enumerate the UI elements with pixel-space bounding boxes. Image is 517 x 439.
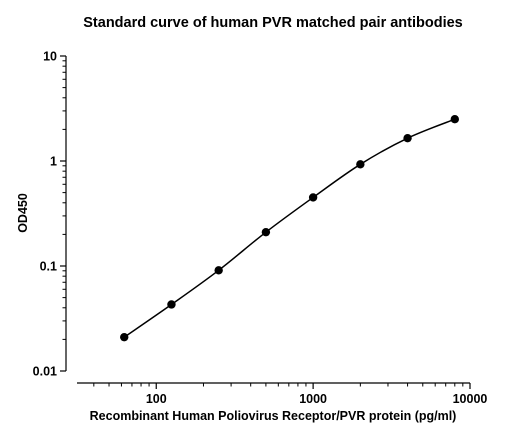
x-axis-label: Recombinant Human Poliovirus Receptor/PV… — [90, 409, 457, 423]
data-point — [214, 266, 223, 275]
data-point — [403, 133, 412, 143]
y-axis-label: OD450 — [16, 193, 30, 233]
y-tick-label: 10 — [43, 50, 57, 64]
data-point — [120, 332, 129, 342]
data-point — [167, 300, 176, 309]
chart-title: Standard curve of human PVR matched pair… — [83, 15, 463, 31]
plot-area: 0.01 0.1 1 10 100 1000 10000 — [33, 50, 488, 407]
x-tick-label: 10000 — [453, 392, 488, 406]
y-tick-label: 0.01 — [33, 365, 57, 379]
y-tick-label: 1 — [50, 155, 57, 169]
x-tick-label: 1000 — [299, 392, 327, 406]
fit-curve — [123, 118, 456, 338]
data-point — [450, 115, 459, 124]
y-tick-label: 0.1 — [40, 260, 57, 274]
data-point — [356, 160, 365, 169]
data-point — [308, 193, 318, 202]
data-point — [261, 227, 271, 237]
x-tick-label: 100 — [146, 392, 167, 406]
